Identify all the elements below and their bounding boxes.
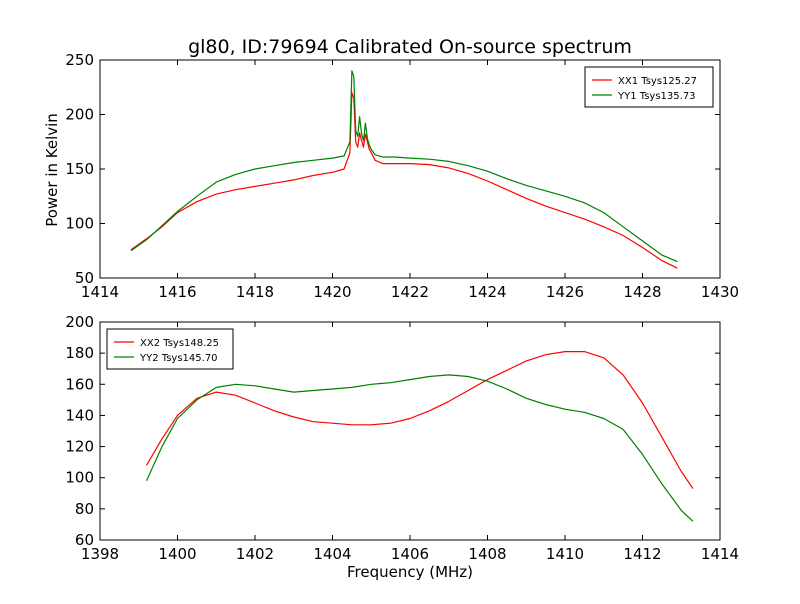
bottom-series-line-2 xyxy=(145,374,694,522)
bottom-y-tick-label: 120 xyxy=(65,438,94,456)
bottom-x-tick-label: 1410 xyxy=(546,545,584,563)
bottom-legend-label-2: YY2 Tsys145.70 xyxy=(139,353,218,364)
top-x-tick-label: 1426 xyxy=(546,283,584,301)
bottom-legend-label-1: XX2 Tsys148.25 xyxy=(140,338,219,349)
top-y-tick-label: 150 xyxy=(65,160,94,178)
top-x-tick-label: 1420 xyxy=(313,283,351,301)
top-x-tick-label: 1422 xyxy=(391,283,429,301)
bottom-x-tick-label: 1400 xyxy=(158,545,196,563)
bottom-y-tick-label: 180 xyxy=(65,344,94,362)
top-panel: 1414 1416 1418 1420 1422 1424 1426 1428 1430 50 10… xyxy=(65,51,739,301)
x-axis-label: Frequency (MHz) xyxy=(347,563,473,581)
bottom-y-tick-label: 80 xyxy=(75,500,94,518)
bottom-y-tick-label: 140 xyxy=(65,406,94,424)
top-x-tick-label: 1424 xyxy=(468,283,506,301)
top-x-tick-label: 1418 xyxy=(236,283,274,301)
bottom-y-tick-label: 100 xyxy=(65,469,94,487)
top-y-tick-label: 50 xyxy=(75,269,94,287)
bottom-panel: 1398 1400 1402 1404 1406 1408 1410 1412 1414 60 80… xyxy=(65,313,739,563)
bottom-x-tick-label: 1408 xyxy=(468,545,506,563)
bottom-series-line-1 xyxy=(145,351,694,489)
top-series-line-2 xyxy=(130,70,678,263)
bottom-y-tick-label: 160 xyxy=(65,375,94,393)
y-axis-label-top: Power in Kelvin xyxy=(43,113,61,227)
bottom-y-tick-label: 200 xyxy=(65,313,94,331)
bottom-x-tick-label: 1412 xyxy=(623,545,661,563)
bottom-x-tick-label: 1404 xyxy=(313,545,351,563)
top-x-tick-label: 1416 xyxy=(158,283,196,301)
top-x-tick-label: 1414 xyxy=(81,283,119,301)
top-x-tick-label: 1430 xyxy=(701,283,739,301)
bottom-x-tick-label: 1414 xyxy=(701,545,739,563)
top-series-line-1 xyxy=(130,92,678,269)
bottom-x-tick-label: 1402 xyxy=(236,545,274,563)
top-y-tick-label: 250 xyxy=(65,51,94,69)
top-legend-box xyxy=(584,66,714,108)
top-legend-label-1: XX1 Tsys125.27 xyxy=(618,76,697,87)
top-y-tick-label: 200 xyxy=(65,106,94,124)
top-y-tick-label: 100 xyxy=(65,215,94,233)
bottom-legend-box xyxy=(106,328,234,370)
top-legend-label-2: YY1 Tsys135.73 xyxy=(617,91,696,102)
top-x-tick-label: 1428 xyxy=(623,283,661,301)
chart-title: gl80, ID:79694 Calibrated On-source spec… xyxy=(188,36,632,58)
top-legend: XX1 Tsys125.27 YY1 Tsys135.73 xyxy=(584,66,714,108)
bottom-x-tick-label: 1406 xyxy=(391,545,429,563)
bottom-legend: XX2 Tsys148.25 YY2 Tsys145.70 xyxy=(106,328,234,370)
bottom-x-tick-label: 1398 xyxy=(81,545,119,563)
bottom-y-tick-label: 60 xyxy=(75,531,94,549)
